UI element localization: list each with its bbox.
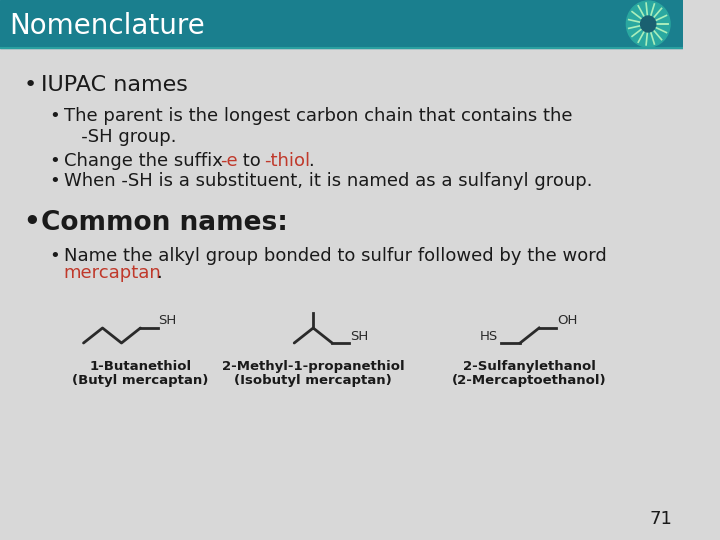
Text: mercaptan: mercaptan xyxy=(63,264,161,282)
Text: •: • xyxy=(50,152,60,170)
Text: •: • xyxy=(50,247,60,265)
Text: 2-Sulfanylethanol: 2-Sulfanylethanol xyxy=(463,360,596,373)
Text: •: • xyxy=(50,172,60,190)
Text: 71: 71 xyxy=(649,510,672,528)
Text: (2-Mercaptoethanol): (2-Mercaptoethanol) xyxy=(452,374,607,387)
Text: When -SH is a substituent, it is named as a sulfanyl group.: When -SH is a substituent, it is named a… xyxy=(63,172,592,190)
Bar xyxy=(0,0,683,48)
Text: HS: HS xyxy=(480,329,498,342)
Text: Name the alkyl group bonded to sulfur followed by the word: Name the alkyl group bonded to sulfur fo… xyxy=(63,247,606,265)
Text: OH: OH xyxy=(557,314,577,327)
Text: The parent is the longest carbon chain that contains the
   -SH group.: The parent is the longest carbon chain t… xyxy=(63,107,572,146)
Text: •: • xyxy=(24,75,37,95)
Text: SH: SH xyxy=(158,314,176,327)
Circle shape xyxy=(626,1,670,47)
Text: .: . xyxy=(308,152,314,170)
Text: •: • xyxy=(50,107,60,125)
Text: -e: -e xyxy=(220,152,238,170)
Text: Change the suffix: Change the suffix xyxy=(63,152,228,170)
Text: SH: SH xyxy=(350,329,369,342)
Text: (Butyl mercaptan): (Butyl mercaptan) xyxy=(72,374,209,387)
Text: Nomenclature: Nomenclature xyxy=(9,12,205,40)
Text: Common names:: Common names: xyxy=(41,210,288,236)
Text: -thiol: -thiol xyxy=(264,152,310,170)
Text: IUPAC names: IUPAC names xyxy=(41,75,188,95)
Text: 2-Methyl-1-propanethiol: 2-Methyl-1-propanethiol xyxy=(222,360,405,373)
Text: (Isobutyl mercaptan): (Isobutyl mercaptan) xyxy=(234,374,392,387)
Text: .: . xyxy=(156,264,162,282)
Text: 1-Butanethiol: 1-Butanethiol xyxy=(89,360,192,373)
Text: to: to xyxy=(237,152,266,170)
Text: •: • xyxy=(24,210,40,236)
Circle shape xyxy=(641,16,656,32)
